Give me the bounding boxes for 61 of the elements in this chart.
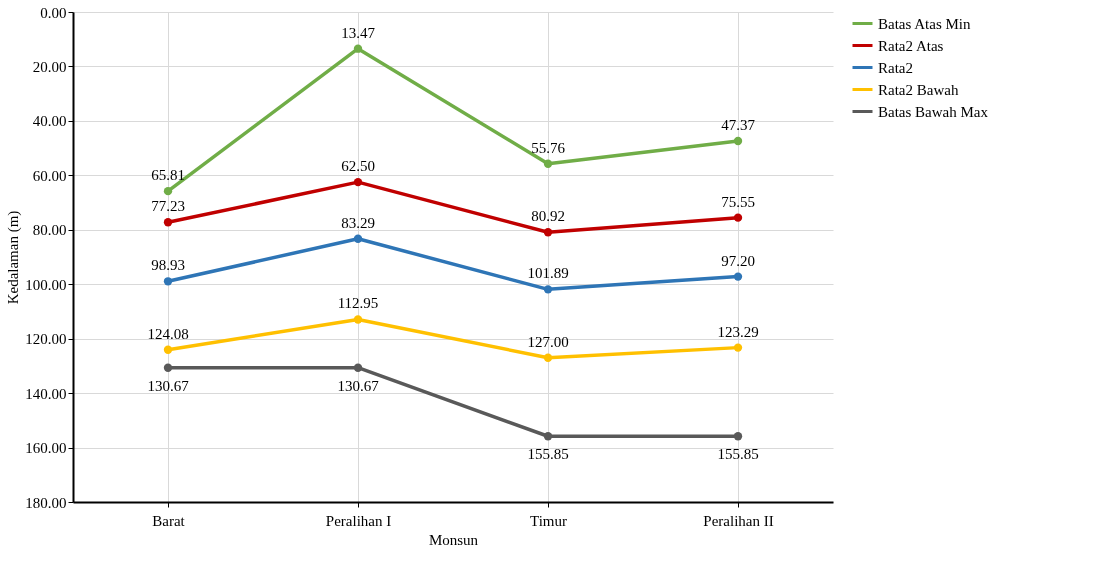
data-label: 55.76	[531, 139, 566, 156]
data-label: 124.08	[147, 325, 189, 342]
data-label: 101.89	[527, 265, 569, 282]
legend-label: Rata2	[878, 59, 913, 76]
data-label: 97.20	[721, 252, 755, 269]
point	[733, 432, 743, 441]
data-label: 77.23	[151, 198, 185, 215]
legend-label: Rata2 Atas	[878, 37, 944, 54]
data-label: 75.55	[721, 193, 755, 210]
y-tick-label: 120.00	[25, 331, 67, 348]
data-label: 62.50	[341, 158, 375, 175]
y-tick-label: 100.00	[25, 276, 67, 293]
y-tick-label: 0.00	[40, 4, 67, 21]
data-label: 65.81	[151, 167, 185, 184]
x-axis-title: Monsun	[428, 531, 479, 548]
point	[543, 432, 553, 441]
data-label: 13.47	[341, 24, 376, 41]
data-label: 155.85	[717, 446, 759, 463]
point	[733, 343, 743, 352]
point	[163, 363, 173, 372]
point	[163, 277, 173, 286]
point	[543, 353, 553, 362]
data-label: 80.92	[531, 208, 565, 225]
point	[353, 234, 363, 243]
data-label: 155.85	[527, 446, 569, 463]
point	[543, 228, 553, 237]
y-tick-label: 160.00	[25, 440, 67, 457]
data-label: 130.67	[147, 377, 190, 394]
data-label: 47.37	[721, 116, 756, 133]
legend-label: Rata2 Bawah	[878, 81, 959, 98]
x-tick-label: Timur	[530, 512, 567, 529]
data-label: 123.29	[717, 323, 759, 340]
data-label: 98.93	[151, 257, 185, 274]
point	[353, 363, 363, 372]
y-tick-label: 40.00	[32, 113, 67, 130]
y-tick-label: 80.00	[32, 222, 67, 239]
x-tick-label: Barat	[152, 512, 186, 529]
y-tick-label: 180.00	[25, 494, 67, 511]
data-label: 127.00	[527, 333, 569, 350]
point	[543, 159, 553, 168]
point	[353, 177, 363, 187]
data-label: 112.95	[337, 295, 379, 312]
point	[163, 186, 173, 196]
point	[733, 272, 743, 281]
legend-label: Batas Bawah Max	[878, 103, 989, 120]
point	[543, 285, 553, 294]
point	[353, 44, 363, 53]
point	[733, 213, 743, 222]
x-tick-label: Peralihan I	[325, 512, 392, 529]
point	[163, 345, 173, 354]
y-tick-label: 60.00	[32, 167, 67, 184]
point	[733, 136, 743, 146]
data-label: 130.67	[337, 377, 380, 394]
y-tick-label: 20.00	[32, 58, 67, 75]
x-tick-label: Peralihan II	[703, 512, 774, 529]
y-axis-title: Kedalaman (m)	[5, 210, 23, 305]
point	[163, 218, 173, 227]
point	[353, 315, 363, 324]
data-label: 83.29	[341, 214, 375, 231]
legend-label: Batas Atas Min	[878, 15, 971, 32]
y-tick-label: 140.00	[25, 385, 67, 402]
